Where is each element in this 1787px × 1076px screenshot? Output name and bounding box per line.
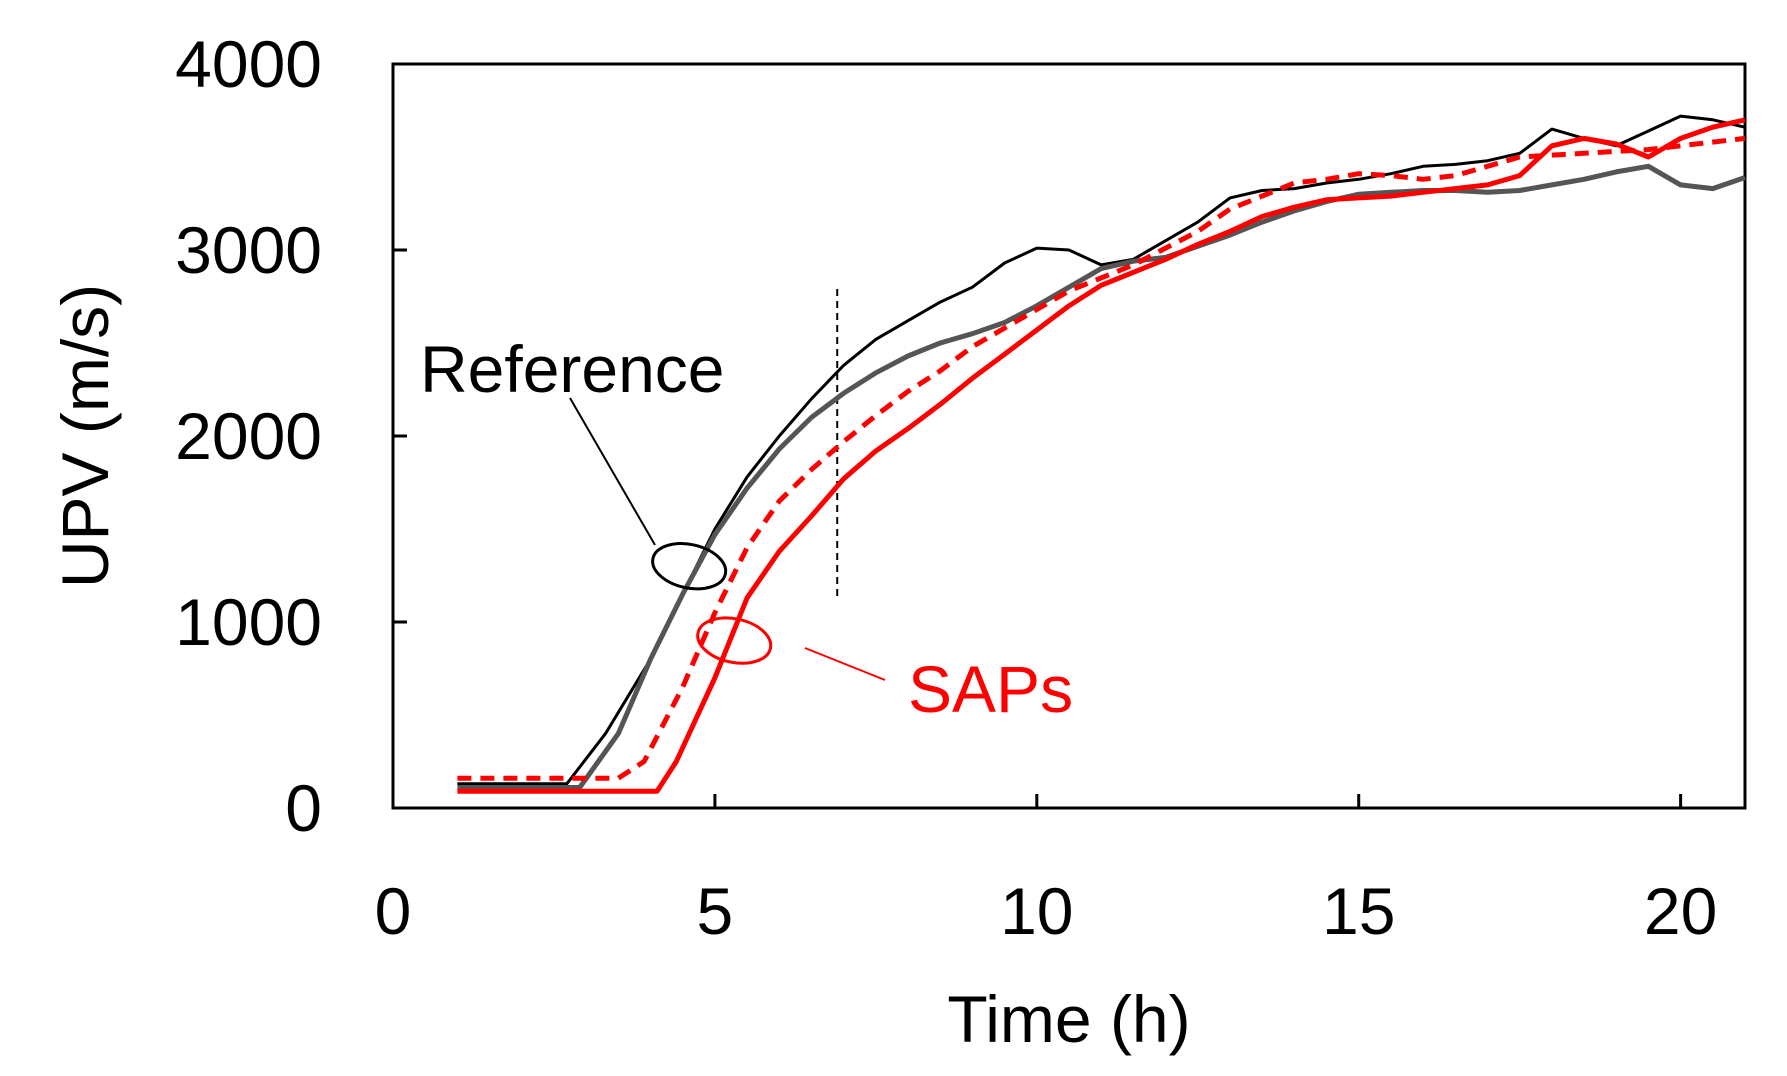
x-tick-label: 15 [1322, 874, 1395, 948]
y-tick-label: 4000 [175, 27, 322, 101]
series-line-saps-2 [457, 117, 1746, 794]
y-tick-label: 3000 [175, 213, 322, 287]
x-axis-ticks: 0 5 10 15 20 [375, 794, 1717, 948]
y-tick-label: 2000 [175, 399, 322, 473]
y-tick-label: 0 [285, 771, 322, 845]
x-tick-label: 20 [1644, 874, 1717, 948]
plot-area [391, 62, 1747, 810]
series-layer [457, 114, 1746, 794]
series-line-reference-2 [457, 163, 1746, 790]
y-tick-label: 1000 [175, 585, 322, 659]
x-tick-label: 10 [1000, 874, 1073, 948]
reference-label: Reference [420, 332, 725, 406]
x-tick-label: 0 [375, 874, 412, 948]
reference-leader-line [569, 397, 656, 546]
series-line-saps-1 [457, 135, 1746, 781]
x-axis-title: Time (h) [947, 982, 1190, 1056]
annotation-shapes [569, 397, 886, 681]
y-axis-title: UPV (m/s) [48, 284, 122, 588]
reference-ellipse [651, 542, 728, 591]
saps-leader-line [804, 647, 886, 681]
saps-label: SAPs [908, 652, 1073, 726]
series-line-reference-1 [457, 114, 1746, 786]
saps-ellipse [696, 616, 773, 665]
x-tick-label: 5 [697, 874, 734, 948]
y-axis-ticks: 0 1000 2000 3000 4000 [175, 27, 407, 845]
